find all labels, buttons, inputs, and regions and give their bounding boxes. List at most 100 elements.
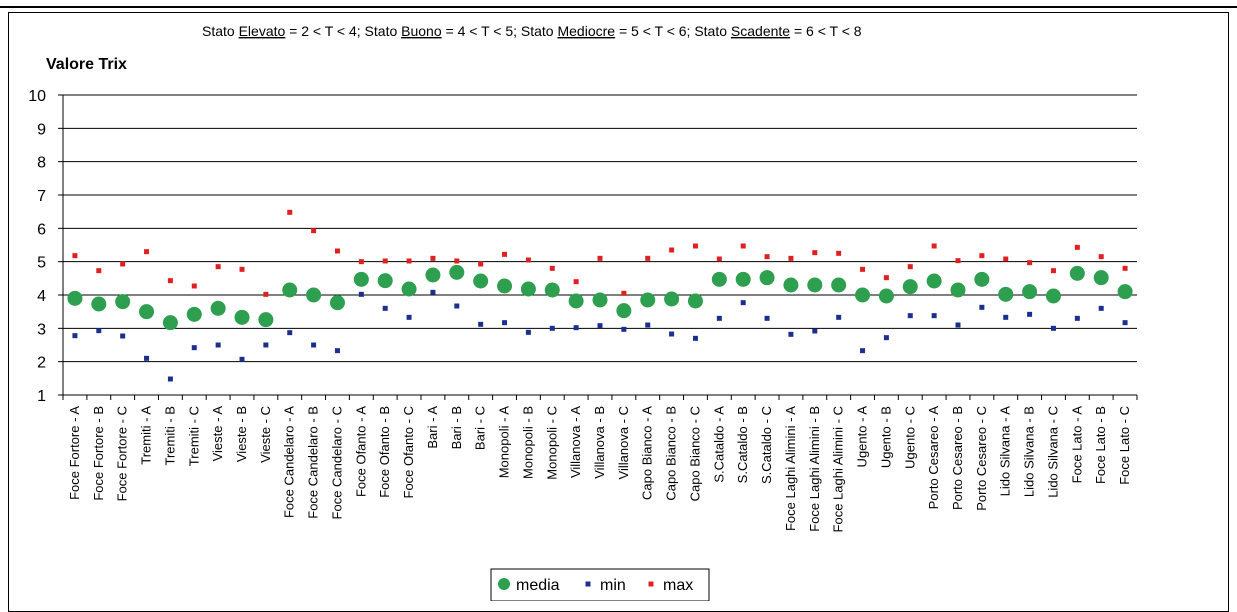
point-max (525, 257, 531, 263)
point-media (998, 286, 1014, 302)
x-tick-label: Vieste - A (210, 406, 225, 462)
point-media (711, 271, 727, 287)
point-max (836, 250, 842, 256)
point-media (258, 312, 274, 328)
point-media (926, 273, 942, 289)
point-min (645, 322, 651, 328)
point-media (91, 296, 107, 312)
point-media (1093, 270, 1109, 286)
x-tick-label: Ugento - A (855, 406, 870, 468)
x-tick-label: Foce Laghi Alimini - B (807, 406, 822, 532)
point-min (716, 315, 722, 321)
point-max (931, 243, 937, 249)
point-max (358, 259, 364, 265)
x-tick-label: Foce Ofanto - A (353, 406, 368, 497)
point-media (687, 293, 703, 309)
point-min (191, 345, 197, 351)
point-max (334, 248, 340, 254)
x-tick-label: Monopoli - A (497, 406, 512, 479)
point-max (191, 283, 197, 289)
point-media (855, 287, 871, 303)
point-min (907, 313, 913, 319)
point-media (759, 270, 775, 286)
y-axis-title: Valore Trix (46, 56, 127, 73)
point-min (931, 313, 937, 319)
point-media (139, 304, 155, 320)
point-min (836, 314, 842, 320)
point-min (1003, 314, 1009, 320)
x-tick-label: Foce Lato - C (1117, 406, 1132, 485)
x-tick-label: S.Cataldo - A (711, 406, 726, 483)
point-max (263, 291, 269, 297)
point-max (573, 279, 579, 285)
y-tick-label: 8 (37, 155, 46, 172)
x-tick-label: Tremiti - A (139, 406, 154, 465)
point-max (144, 249, 150, 255)
point-max (621, 290, 627, 296)
point-media (974, 271, 990, 287)
x-tick-label: Monopoli - C (544, 406, 559, 480)
point-media (616, 303, 632, 319)
x-tick-label: Porto Cesareo - C (974, 406, 989, 511)
point-min (669, 331, 675, 337)
x-tick-label: Foce Fortore - A (67, 406, 82, 500)
y-tick-label: 1 (37, 388, 46, 405)
x-tick-label: S.Cataldo - C (759, 406, 774, 484)
point-min (120, 333, 126, 339)
legend: media min max (490, 568, 710, 601)
subtitle-part: Stato (202, 23, 239, 39)
x-tick-label: Tremiti - B (162, 406, 177, 465)
point-max (430, 255, 436, 261)
point-min (1050, 325, 1056, 331)
point-max (1122, 265, 1128, 271)
point-min (788, 331, 794, 337)
y-tick-label: 9 (37, 121, 46, 138)
point-max (1098, 254, 1104, 260)
point-min (287, 330, 293, 336)
x-tick-label: Ugento - C (902, 406, 917, 469)
data-points (67, 209, 1133, 382)
point-max (669, 247, 675, 253)
point-media (807, 277, 823, 293)
point-min (215, 342, 221, 348)
point-media (1045, 288, 1061, 304)
point-media (592, 292, 608, 308)
point-max (239, 266, 245, 272)
point-media (664, 291, 680, 307)
point-max (645, 255, 651, 261)
y-tick-label: 4 (37, 288, 46, 305)
x-tick-label: Foce Fortore - B (91, 406, 106, 501)
point-min (525, 329, 531, 335)
y-tick-label: 6 (37, 221, 46, 238)
x-tick-label: Villanova - A (568, 406, 583, 478)
point-min (406, 314, 412, 320)
point-max (549, 265, 555, 271)
x-tick-label: Vieste - C (258, 406, 273, 463)
point-media (401, 281, 417, 297)
legend-box (490, 568, 710, 601)
point-max (1003, 256, 1009, 262)
point-media (950, 282, 966, 298)
point-max (1074, 244, 1080, 250)
y-tick-label: 2 (37, 355, 46, 372)
point-min (1098, 305, 1104, 311)
gridlines (63, 94, 1137, 396)
point-min (454, 303, 460, 309)
point-max (1050, 268, 1056, 274)
x-tick-label: Foce Fortore - C (115, 406, 130, 501)
legend-label-min: min (600, 577, 626, 594)
x-tick-label: Lido Silvana - B (1022, 406, 1037, 497)
x-tick-label: Vieste - B (234, 406, 249, 462)
point-media (831, 277, 847, 293)
x-tick-label: Foce Lato - A (1069, 406, 1084, 484)
legend-marker-min (585, 581, 591, 587)
point-media (640, 292, 656, 308)
point-min (382, 305, 388, 311)
point-min (740, 300, 746, 306)
x-tick-label: Porto Cesareo - A (926, 406, 941, 510)
y-tick-label: 5 (37, 255, 46, 272)
x-tick-label: Lido Silvana - C (1045, 406, 1060, 498)
point-max (478, 261, 484, 267)
point-min (334, 348, 340, 354)
